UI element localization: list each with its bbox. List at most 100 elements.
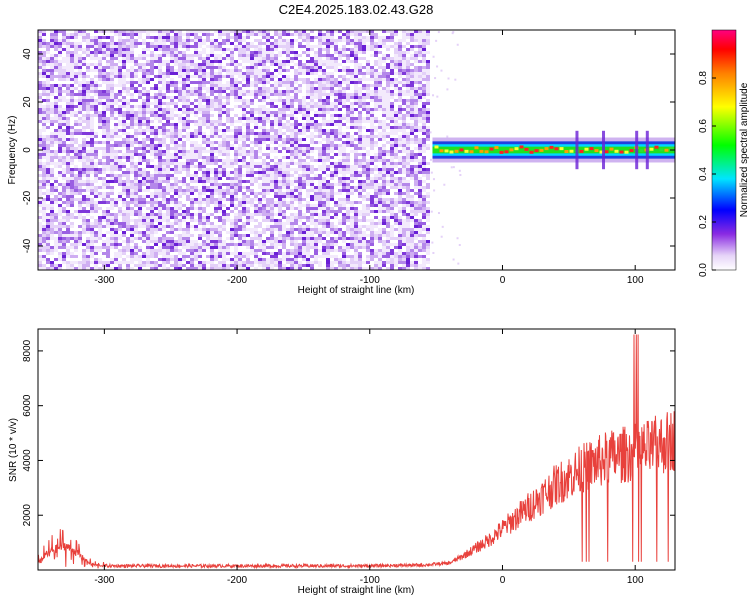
- heatmap-cell: [106, 186, 110, 189]
- heatmap-cell: [62, 36, 66, 39]
- heatmap-cell: [150, 33, 154, 36]
- heatmap-cell: [86, 147, 90, 150]
- heatmap-cell: [106, 222, 110, 225]
- heatmap-cell: [126, 36, 130, 39]
- heatmap-cell: [122, 246, 126, 249]
- heatmap-cell: [118, 162, 122, 165]
- heatmap-cell: [118, 36, 122, 39]
- heatmap-cell: [194, 189, 198, 192]
- heatmap-cell: [146, 96, 150, 101]
- heatmap-cell: [186, 168, 190, 171]
- heatmap-cell: [42, 78, 46, 81]
- heatmap-cell: [278, 267, 282, 270]
- heatmap-cell: [170, 231, 174, 236]
- heatmap-cell: [70, 237, 74, 240]
- heatmap-cell: [178, 168, 182, 171]
- heatmap-cell: [274, 48, 278, 51]
- heatmap-cell: [254, 102, 258, 105]
- heatmap-cell: [266, 93, 270, 96]
- heatmap-cell: [66, 75, 70, 78]
- heatmap-cell: [246, 93, 250, 96]
- heatmap-cell: [262, 42, 266, 45]
- heatmap-cell: [194, 156, 198, 159]
- heatmap-cell: [214, 243, 218, 246]
- heatmap-cell: [202, 150, 206, 153]
- heatmap-cell: [98, 168, 102, 173]
- heatmap-cell: [182, 231, 186, 234]
- heatmap-cell: [262, 243, 266, 246]
- heatmap-cell: [222, 198, 226, 201]
- heatmap-cell: [254, 267, 258, 270]
- heatmap-cell: [78, 141, 82, 144]
- heatmap-cell: [194, 267, 198, 270]
- heatmap-cell: [94, 45, 98, 48]
- heatmap-cell: [254, 39, 258, 42]
- heatmap-cell: [254, 165, 258, 170]
- heatmap-cell: [190, 90, 194, 93]
- heatmap-cell: [66, 141, 70, 144]
- heatmap-cell: [234, 54, 238, 57]
- heatmap-cell: [138, 135, 142, 138]
- heatmap-cell: [226, 108, 230, 111]
- heatmap-cell: [242, 228, 246, 231]
- heatmap-cell: [222, 165, 226, 168]
- heatmap-cell: [78, 108, 82, 111]
- heatmap-cell: [102, 81, 106, 84]
- heatmap-cell: [254, 252, 258, 255]
- heatmap-cell: [238, 87, 242, 90]
- heatmap-cell: [178, 78, 182, 81]
- heatmap-cell: [142, 234, 146, 239]
- heatmap-cell: [114, 78, 118, 81]
- heatmap-cell: [158, 96, 162, 99]
- heatmap-cell: [114, 111, 118, 114]
- heatmap-cell: [194, 114, 198, 117]
- heatmap-cell: [262, 252, 266, 257]
- heatmap-cell: [182, 138, 186, 141]
- heatmap-cell: [146, 183, 150, 186]
- heatmap-cell: [218, 195, 222, 198]
- heatmap-cell: [190, 234, 194, 237]
- heatmap-cell: [102, 42, 106, 45]
- heatmap-cell: [102, 63, 106, 66]
- heatmap-cell: [74, 138, 78, 141]
- heatmap-cell: [98, 231, 102, 234]
- heatmap-cell: [242, 126, 246, 129]
- heatmap-cell: [226, 39, 230, 42]
- heatmap-cell: [194, 111, 198, 116]
- heatmap-cell: [210, 258, 214, 261]
- heatmap-cell: [166, 261, 170, 264]
- heatmap-cell: [46, 72, 50, 75]
- heatmap-cell: [94, 48, 98, 53]
- heatmap-cell: [178, 267, 182, 270]
- heatmap-cell: [122, 180, 126, 183]
- heatmap-cell: [78, 240, 82, 243]
- heatmap-cell: [258, 234, 262, 237]
- heatmap-cell: [254, 33, 258, 36]
- heatmap-cell: [54, 165, 58, 168]
- heatmap-cell: [86, 63, 90, 66]
- heatmap-cell: [154, 123, 158, 126]
- heatmap-cell: [230, 111, 234, 114]
- heatmap-cell: [102, 138, 106, 141]
- heatmap-cell: [274, 213, 278, 216]
- heatmap-cell: [218, 102, 222, 105]
- heatmap-cell: [66, 54, 70, 57]
- heatmap-cell: [210, 153, 214, 158]
- heatmap-cell: [138, 33, 142, 36]
- heatmap-cell: [122, 228, 126, 231]
- heatmap-cell: [158, 219, 162, 222]
- heatmap-cell: [102, 126, 106, 129]
- heatmap-cell: [74, 81, 78, 84]
- heatmap-cell: [146, 75, 150, 78]
- heatmap-cell: [102, 162, 106, 165]
- heatmap-cell: [210, 147, 214, 150]
- heatmap-cell: [78, 234, 82, 237]
- heatmap-cell: [214, 240, 218, 245]
- heatmap-cell: [134, 81, 138, 86]
- heatmap-cell: [42, 39, 46, 42]
- heatmap-cell: [82, 162, 86, 165]
- heatmap-cell: [62, 204, 66, 207]
- heatmap-cell: [74, 132, 78, 137]
- heatmap-cell: [198, 114, 202, 117]
- heatmap-cell: [86, 66, 90, 69]
